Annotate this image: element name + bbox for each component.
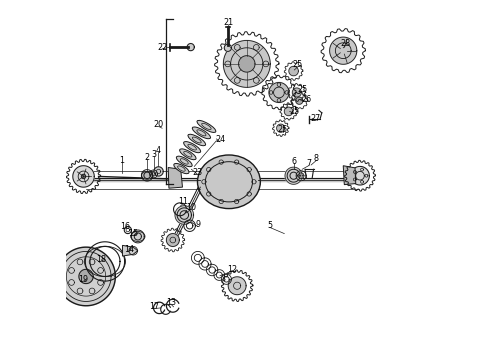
- Text: 9: 9: [196, 220, 200, 229]
- Text: 2: 2: [144, 153, 149, 162]
- Text: 8: 8: [314, 154, 319, 163]
- Polygon shape: [175, 206, 194, 224]
- Text: 15: 15: [128, 229, 139, 238]
- Ellipse shape: [184, 141, 200, 153]
- Ellipse shape: [174, 163, 189, 174]
- Polygon shape: [284, 107, 293, 116]
- Text: 17: 17: [149, 302, 159, 311]
- Polygon shape: [269, 82, 289, 103]
- Text: 7: 7: [306, 159, 311, 168]
- Text: 26: 26: [301, 95, 312, 104]
- Polygon shape: [296, 97, 303, 104]
- Text: 1: 1: [119, 156, 124, 165]
- Polygon shape: [79, 269, 93, 284]
- Text: 14: 14: [124, 245, 134, 254]
- Text: 10: 10: [186, 203, 196, 212]
- Polygon shape: [289, 66, 298, 76]
- Ellipse shape: [142, 171, 153, 179]
- Text: 18: 18: [97, 255, 106, 264]
- Polygon shape: [228, 277, 246, 295]
- Polygon shape: [224, 44, 231, 51]
- Polygon shape: [122, 246, 138, 256]
- Text: 5: 5: [268, 221, 272, 230]
- Ellipse shape: [188, 134, 206, 146]
- Polygon shape: [81, 174, 86, 179]
- Polygon shape: [277, 124, 285, 132]
- Text: 25: 25: [289, 107, 299, 116]
- Polygon shape: [330, 37, 357, 64]
- Text: 13: 13: [166, 298, 176, 307]
- Ellipse shape: [192, 127, 211, 139]
- Ellipse shape: [197, 120, 216, 132]
- Polygon shape: [168, 167, 182, 188]
- Text: 12: 12: [227, 265, 238, 274]
- Text: 20: 20: [153, 120, 164, 129]
- Text: 21: 21: [224, 18, 234, 27]
- Text: 4: 4: [156, 146, 161, 155]
- Text: 24: 24: [215, 135, 225, 144]
- Ellipse shape: [176, 156, 192, 167]
- Ellipse shape: [197, 155, 260, 208]
- Polygon shape: [351, 166, 369, 185]
- Polygon shape: [285, 167, 302, 184]
- Text: 19: 19: [78, 275, 89, 284]
- Polygon shape: [154, 167, 163, 176]
- Text: 3: 3: [151, 150, 156, 159]
- Polygon shape: [167, 234, 179, 247]
- Ellipse shape: [180, 149, 196, 160]
- Text: 25: 25: [298, 85, 308, 94]
- Text: 11: 11: [178, 197, 189, 206]
- Text: 6: 6: [292, 157, 297, 166]
- Text: 27: 27: [311, 114, 321, 123]
- Text: 16: 16: [121, 222, 130, 231]
- Ellipse shape: [131, 231, 145, 242]
- Polygon shape: [293, 88, 301, 97]
- Polygon shape: [73, 166, 94, 187]
- Polygon shape: [223, 40, 270, 87]
- Polygon shape: [187, 44, 194, 51]
- Polygon shape: [239, 56, 255, 72]
- Text: 25: 25: [277, 126, 288, 135]
- Text: 25: 25: [293, 60, 303, 69]
- Text: 23: 23: [193, 168, 203, 177]
- Polygon shape: [57, 247, 115, 306]
- Text: 28: 28: [341, 39, 351, 48]
- Polygon shape: [343, 166, 356, 185]
- Text: 22: 22: [157, 42, 167, 51]
